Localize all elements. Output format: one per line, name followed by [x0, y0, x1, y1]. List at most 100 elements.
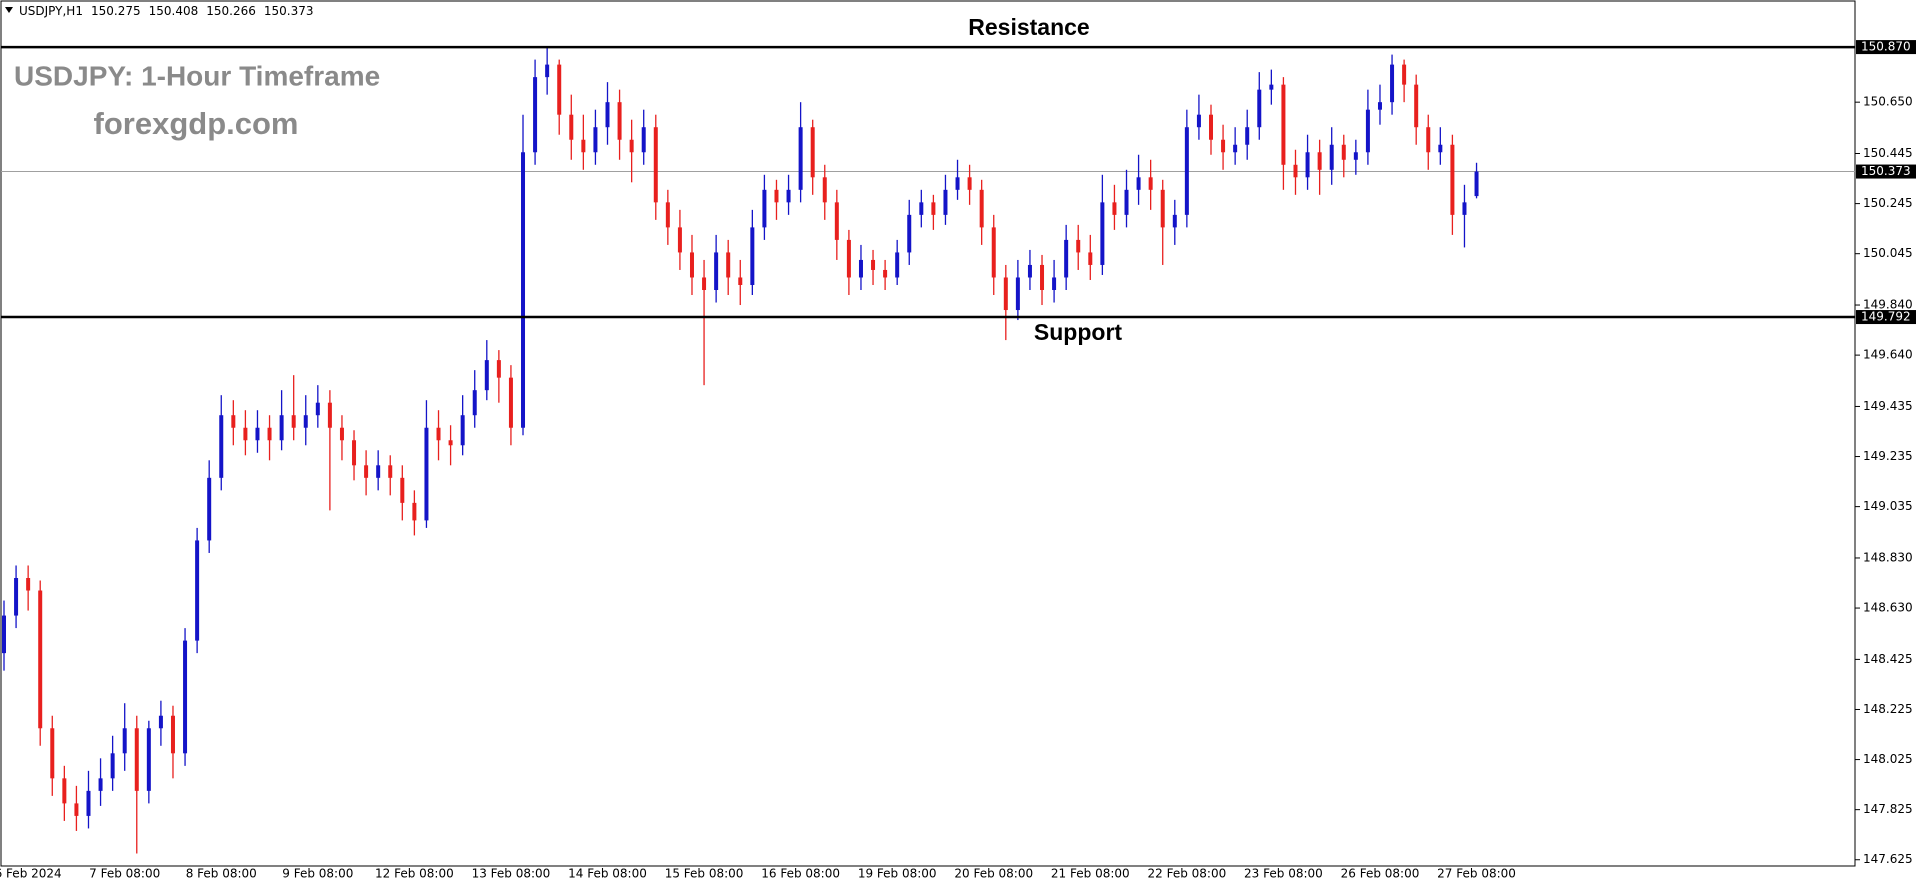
- candle-body: [1124, 189, 1129, 215]
- candle-body: [183, 640, 188, 754]
- candle-body: [557, 64, 562, 115]
- candle-body: [1245, 127, 1250, 145]
- candle-body: [1076, 239, 1081, 253]
- candle-body: [786, 189, 791, 203]
- candle-body: [1305, 152, 1310, 178]
- x-tick-label: 8 Feb 08:00: [186, 867, 257, 881]
- candle-body: [1414, 84, 1419, 128]
- candle-body: [895, 252, 900, 278]
- candle-body: [653, 127, 658, 203]
- y-tick-label: 149.840: [1863, 298, 1913, 312]
- candle-body: [158, 715, 163, 729]
- candle-body: [1064, 239, 1069, 278]
- candle-body: [122, 728, 127, 754]
- x-tick-label: 16 Feb 08:00: [761, 867, 840, 881]
- candle-body: [2, 615, 6, 654]
- candle-body: [858, 259, 863, 278]
- candle-body: [207, 477, 212, 541]
- candle-body: [726, 252, 731, 278]
- y-tick-label: 150.245: [1863, 196, 1913, 210]
- candle-body: [883, 269, 888, 278]
- header: USDJPY,H1 150.275 150.408 150.266 150.373: [19, 4, 313, 18]
- candle-body: [327, 402, 332, 428]
- candle-body: [1402, 64, 1407, 85]
- candle-body: [991, 227, 996, 278]
- y-tick-label: 148.830: [1863, 550, 1913, 564]
- y-tick-label: 150.445: [1863, 146, 1913, 160]
- candle-body: [291, 415, 296, 428]
- candle-body: [376, 465, 381, 478]
- candle-body: [1377, 102, 1382, 110]
- candle-body: [1426, 127, 1431, 153]
- candle-body: [1221, 139, 1226, 153]
- candle-body: [436, 427, 441, 441]
- candle-body: [1136, 177, 1141, 190]
- candle-body: [267, 427, 272, 441]
- candle-body: [689, 252, 694, 278]
- candle-body: [1196, 114, 1201, 128]
- candle-body: [834, 202, 839, 240]
- candle-body: [315, 402, 320, 416]
- candle-body: [448, 440, 453, 446]
- candle-body: [1365, 109, 1370, 153]
- menu-arrow[interactable]: [5, 7, 13, 13]
- candle-body: [629, 139, 634, 153]
- header-open: 150.275: [91, 4, 141, 18]
- chart-subtitle: forexgdp.com: [94, 106, 299, 141]
- candle-body: [364, 465, 369, 478]
- candle-body: [14, 578, 19, 616]
- candle-body: [231, 415, 236, 428]
- candle-body: [762, 189, 767, 228]
- candle-body: [1027, 264, 1032, 278]
- x-tick-label: 12 Feb 08:00: [375, 867, 454, 881]
- candle-body: [255, 427, 260, 441]
- candle-body: [496, 360, 501, 378]
- candle-body: [74, 803, 79, 816]
- candle-body: [1209, 114, 1213, 140]
- candle-body: [26, 578, 31, 591]
- candle-body: [750, 227, 755, 285]
- candle-body: [146, 728, 151, 791]
- candle-body: [955, 177, 960, 190]
- candle-body: [846, 239, 851, 278]
- y-tick-label: 149.235: [1863, 449, 1913, 463]
- candle-body: [677, 227, 682, 253]
- y-tick-label: 150.650: [1863, 95, 1913, 109]
- candle-body: [134, 728, 139, 791]
- candle-body: [641, 127, 646, 153]
- candle-body: [243, 427, 248, 441]
- y-tick-label: 148.025: [1863, 752, 1913, 766]
- candle-body: [1390, 64, 1395, 103]
- last-price-tag: [1856, 164, 1916, 179]
- candle-body: [1052, 277, 1057, 290]
- candle-body: [400, 477, 405, 503]
- candle-body: [1293, 164, 1298, 178]
- candle-body: [1100, 202, 1105, 265]
- candle-body: [617, 102, 622, 140]
- x-tick-label: 15 Feb 08:00: [665, 867, 744, 881]
- candle-body: [412, 502, 417, 521]
- candle-body: [665, 202, 670, 228]
- candle-body: [98, 778, 103, 791]
- candle-body: [907, 214, 912, 253]
- candle-body: [521, 152, 526, 428]
- y-tick-label: 147.625: [1863, 852, 1913, 866]
- y-tick-label: 149.035: [1863, 499, 1913, 513]
- candle-body: [967, 177, 972, 190]
- level-tag: [1856, 40, 1916, 55]
- candle-body: [50, 728, 55, 779]
- candle-body: [1438, 144, 1443, 153]
- x-tick-label: 23 Feb 08:00: [1244, 867, 1323, 881]
- candle-body: [822, 177, 827, 203]
- candle-body: [1015, 277, 1020, 311]
- y-tick-label: 150.045: [1863, 246, 1913, 260]
- candle-body: [170, 715, 175, 754]
- header-symbol: USDJPY,H1: [19, 4, 83, 18]
- x-tick-label: 21 Feb 08:00: [1051, 867, 1130, 881]
- candle-body: [339, 427, 344, 441]
- candle-body: [1474, 171, 1479, 197]
- candle-body: [593, 127, 598, 153]
- candle-body: [979, 189, 984, 228]
- candle-body: [871, 259, 876, 270]
- candle-body: [533, 77, 538, 153]
